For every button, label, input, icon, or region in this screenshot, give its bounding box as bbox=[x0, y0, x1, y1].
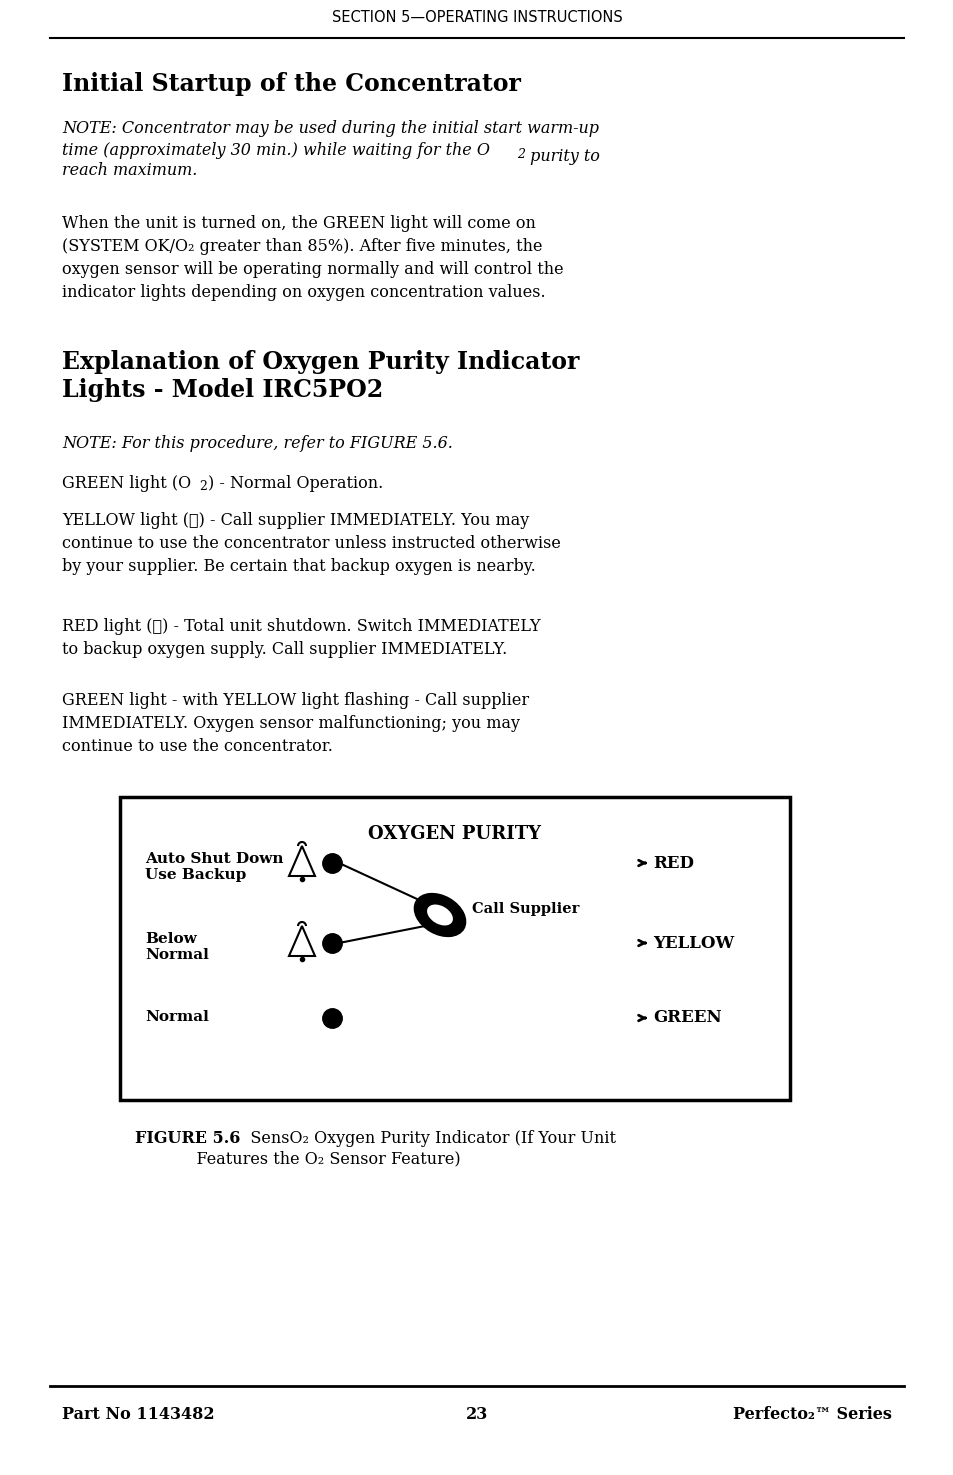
Ellipse shape bbox=[445, 917, 462, 932]
Ellipse shape bbox=[417, 897, 434, 913]
Text: purity to: purity to bbox=[524, 148, 599, 165]
Text: RED: RED bbox=[652, 854, 693, 872]
Text: Normal: Normal bbox=[145, 1010, 209, 1024]
Text: 23: 23 bbox=[465, 1406, 488, 1423]
Text: Normal: Normal bbox=[145, 948, 209, 962]
Text: 2: 2 bbox=[199, 479, 207, 493]
Text: Auto Shut Down: Auto Shut Down bbox=[145, 853, 283, 866]
Text: GREEN light - with YELLOW light flashing - Call supplier
IMMEDIATELY. Oxygen sen: GREEN light - with YELLOW light flashing… bbox=[62, 692, 529, 755]
Text: YELLOW light (⚠) - Call supplier IMMEDIATELY. You may
continue to use the concen: YELLOW light (⚠) - Call supplier IMMEDIA… bbox=[62, 512, 560, 575]
Text: YELLOW: YELLOW bbox=[652, 935, 734, 951]
Ellipse shape bbox=[414, 894, 465, 937]
Text: SensO₂ Oxygen Purity Indicator (If Your Unit: SensO₂ Oxygen Purity Indicator (If Your … bbox=[234, 1130, 616, 1148]
Text: OXYGEN PURITY: OXYGEN PURITY bbox=[368, 825, 541, 844]
Text: NOTE: Concentrator may be used during the initial start warm-up
time (approximat: NOTE: Concentrator may be used during th… bbox=[62, 119, 598, 159]
Ellipse shape bbox=[427, 904, 453, 925]
Text: GREEN: GREEN bbox=[652, 1009, 720, 1027]
Text: FIGURE 5.6: FIGURE 5.6 bbox=[135, 1130, 240, 1148]
Text: SECTION 5—OPERATING INSTRUCTIONS: SECTION 5—OPERATING INSTRUCTIONS bbox=[332, 10, 621, 25]
Text: ) - Normal Operation.: ) - Normal Operation. bbox=[208, 475, 383, 493]
Text: Perfecto₂™ Series: Perfecto₂™ Series bbox=[732, 1406, 891, 1423]
Text: NOTE: For this procedure, refer to FIGURE 5.6.: NOTE: For this procedure, refer to FIGUR… bbox=[62, 435, 453, 451]
Text: Call Supplier: Call Supplier bbox=[472, 903, 578, 916]
Text: 2: 2 bbox=[517, 148, 524, 161]
Text: Explanation of Oxygen Purity Indicator
Lights - Model IRC5PO2: Explanation of Oxygen Purity Indicator L… bbox=[62, 350, 578, 401]
Bar bbox=[120, 796, 789, 1100]
Text: Use Backup: Use Backup bbox=[145, 867, 246, 882]
Text: RED light (⚠) - Total unit shutdown. Switch IMMEDIATELY
to backup oxygen supply.: RED light (⚠) - Total unit shutdown. Swi… bbox=[62, 618, 540, 658]
Text: When the unit is turned on, the GREEN light will come on
(SYSTEM OK/O₂ greater t: When the unit is turned on, the GREEN li… bbox=[62, 215, 563, 301]
Text: reach maximum.: reach maximum. bbox=[62, 162, 197, 178]
Text: Below: Below bbox=[145, 932, 196, 945]
Text: Features the O₂ Sensor Feature): Features the O₂ Sensor Feature) bbox=[135, 1150, 460, 1167]
Text: Initial Startup of the Concentrator: Initial Startup of the Concentrator bbox=[62, 72, 520, 96]
Text: GREEN light (O: GREEN light (O bbox=[62, 475, 191, 493]
Text: Part No 1143482: Part No 1143482 bbox=[62, 1406, 214, 1423]
